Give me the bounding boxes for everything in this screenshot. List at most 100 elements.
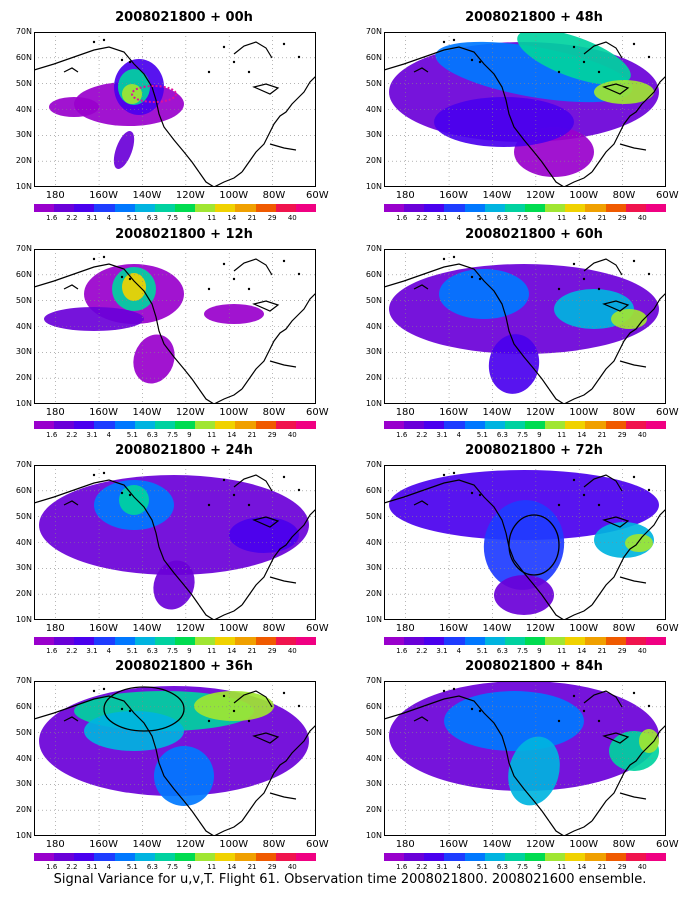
coastline [413,500,429,506]
flight-track [131,85,177,103]
longitude-label: 100W [219,623,249,634]
colorbar-swatch [114,637,135,645]
colorbar-label: 1.6 [46,863,58,871]
colorbar-swatch [255,637,276,645]
colorbar-label: 7.5 [517,431,529,439]
colorbar-swatch [545,204,566,212]
colorbar-label: 11 [207,214,217,222]
latitude-label: 50N [365,511,382,521]
colorbar-swatch [215,204,236,212]
colorbar-label: 7.5 [517,863,529,871]
variance-shading [113,131,135,169]
coastline [198,820,243,836]
colorbar-swatch [114,204,135,212]
colorbar-label: 9 [537,647,542,655]
colorbar-swatch [74,421,95,429]
colorbar-swatch [295,421,316,429]
colorbar-swatch [34,637,55,645]
longitude-label: 60W [306,190,329,201]
longitude-label: 120W [525,190,555,201]
colorbar-label: 29 [617,863,627,871]
longitude-label: 180 [395,407,415,418]
colorbar-label: 14 [227,214,237,222]
latitude-label: 30N [15,347,32,357]
colorbar-label: 3.1 [86,214,98,222]
colorbar-label: 2.2 [416,647,428,655]
longitude-label: 140W [132,190,162,201]
colorbar-swatch [625,637,646,645]
latitude-label: 40N [15,537,32,547]
colorbar-swatch [295,853,316,861]
colorbar-label: 9 [537,431,542,439]
latitude-label: 70N [15,460,32,469]
variance-shading [639,729,659,753]
colorbar-swatch [524,204,546,212]
colorbar-swatch [444,637,465,645]
colorbar-label: 7.5 [517,647,529,655]
coastline [252,83,280,95]
coastline [241,724,316,822]
variance-shading [153,560,195,610]
longitude-label: 140W [132,623,162,634]
colorbar-swatch [275,204,296,212]
colorbar-label: 3.1 [86,647,98,655]
colorbar-swatch [424,421,445,429]
variance-map [384,465,666,620]
colorbar-label: 4 [456,214,462,222]
coastline [269,143,297,151]
panel-title: 2008021800 + 00h [115,10,253,25]
colorbar-label: 29 [617,647,627,655]
colorbar-swatch [585,421,606,429]
latitude-label: 70N [15,676,32,685]
colorbar-label: 40 [637,647,647,655]
colorbar [34,204,316,212]
colorbar-swatch [645,421,666,429]
colorbar-label: 40 [287,214,297,222]
colorbar-label: 11 [557,214,567,222]
colorbar-label: 2.2 [416,431,428,439]
variance-shading [229,517,299,553]
latitude-label: 30N [15,130,32,140]
latitude-label: 10N [365,831,382,840]
colorbar-label: 1.6 [396,647,408,655]
coastline [548,604,593,620]
colorbar-swatch [255,421,276,429]
coastline [233,41,273,59]
latitude-label: 10N [15,831,32,840]
variance-shading [154,746,214,806]
longitude-label: 120W [525,407,555,418]
colorbar-label: 21 [597,647,607,655]
coastline [591,75,666,173]
colorbar-swatch [404,421,425,429]
variance-map [384,681,666,836]
colorbar-swatch [174,421,196,429]
panel-title: 2008021800 + 36h [115,659,253,674]
colorbar-swatch [504,204,525,212]
colorbar-label: 2.2 [66,431,78,439]
colorbar-swatch [625,421,646,429]
longitude-label: 180 [45,839,65,850]
colorbar-swatch [54,204,75,212]
variance-map [384,32,666,187]
target-region-circle [508,514,560,576]
variance-map [34,32,316,187]
colorbar-label: 14 [577,863,587,871]
coastline [198,604,243,620]
longitude-label: 140W [132,839,162,850]
longitude-label: 160W [439,407,469,418]
colorbar-label: 6.3 [496,214,508,222]
longitude-label: 140W [482,623,512,634]
longitude-label: 160W [439,190,469,201]
latitude-label: 20N [15,805,32,815]
figure-caption: Signal Variance for u,v,T. Flight 61. Ob… [53,872,647,887]
longitude-label: 180 [45,407,65,418]
colorbar-label: 14 [577,214,587,222]
longitude-label: 60W [306,839,329,850]
colorbar-label: 5.1 [126,647,138,655]
colorbar-label: 6.3 [496,863,508,871]
colorbar-label: 9 [537,214,542,222]
colorbar-swatch [74,204,95,212]
colorbar-label: 5.1 [126,214,138,222]
colorbar-swatch [94,853,115,861]
colorbar-swatch [235,421,256,429]
